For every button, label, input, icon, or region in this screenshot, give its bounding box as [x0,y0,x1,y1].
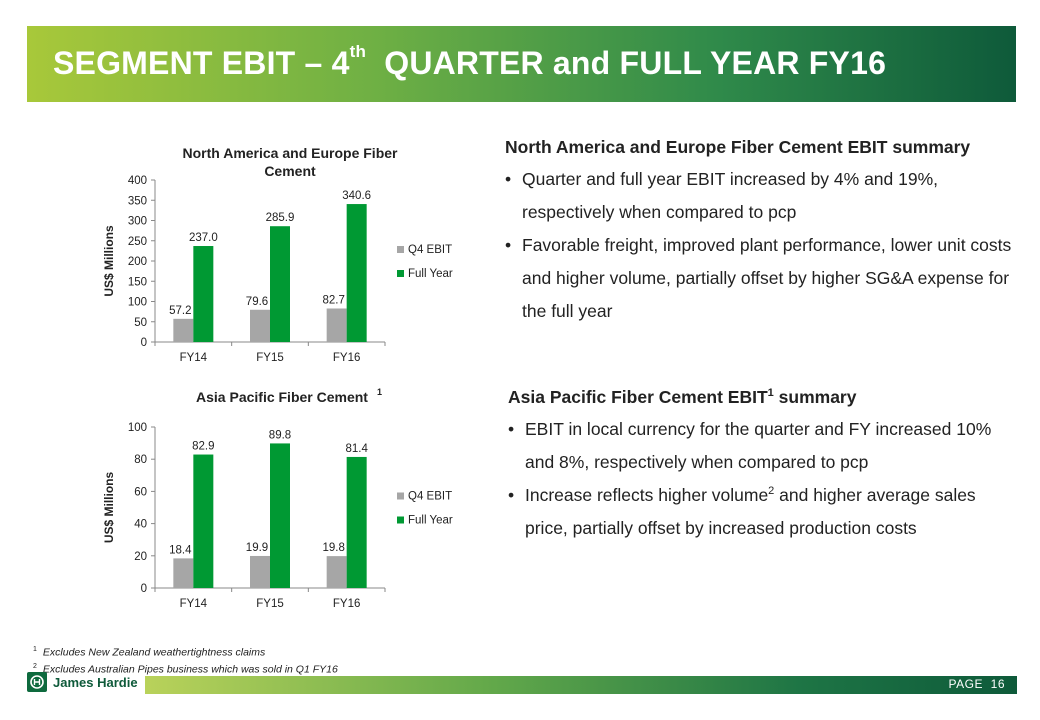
summary-asia-pacific-heading-tail: summary [773,387,857,407]
chart-na-y-tick-label: 50 [134,317,147,329]
chart-na-legend-swatch-q4 [397,246,404,253]
summary-asia-pacific-heading: Asia Pacific Fiber Cement EBIT1 summary [508,387,1008,408]
chart-ap-legend-label-q4: Q4 EBIT [408,491,452,503]
chart-na-data-label: 285.9 [266,212,295,224]
footnote-2-number: 2 [33,662,37,670]
slide-title-part-1: SEGMENT EBIT – 4 [53,45,350,81]
title-banner: SEGMENT EBIT – 4th QUARTER and FULL YEAR… [27,26,1016,102]
chart-ap-x-tick-label: FY14 [180,598,208,610]
chart-na-x-tick-label: FY15 [256,352,284,364]
chart-na-bar-q4 [250,309,270,342]
chart-na-data-label: 57.2 [169,305,191,317]
footnotes: 1 Excludes New Zealand weathertightness c… [33,643,338,676]
summary-north-america-bullet-1: Quarter and full year EBIT increased by … [505,163,1015,229]
logo-mark-icon [27,672,47,692]
summary-asia-pacific-list: EBIT in local currency for the quarter a… [508,413,1008,545]
chart-na-y-tick-label: 250 [128,236,147,248]
company-logo: James Hardie [27,672,138,692]
chart-na-y-tick-label: 300 [128,216,147,228]
chart-north-america-svg: North America and Europe Fiber Cement US$ … [102,145,453,364]
chart-ap-data-label: 82.9 [192,441,214,453]
chart-ap-y-tick-label: 100 [128,422,147,434]
chart-na-bar-full-year [270,226,290,342]
chart-na-x-tick-label: FY14 [180,352,208,364]
chart-ap-data-label: 89.8 [269,429,291,441]
chart-na-bar-q4 [326,308,347,342]
chart-ap-bar-full-year [193,454,214,588]
chart-na-y-tick-label: 0 [141,337,147,349]
logo-glyph-icon [30,675,44,689]
footnote-1-text: Excludes New Zealand weathertightness cl… [42,646,266,659]
summary-asia-pacific-bullet-2-text: Increase reflects higher volume [525,485,769,505]
summary-asia-pacific-heading-text: Asia Pacific Fiber Cement EBIT [508,387,768,407]
chart-ap-y-tick-label: 0 [141,583,147,595]
footnote-2: 2 Excludes Australian Pipes business whic… [33,660,338,677]
chart-ap-legend-label-full-year: Full Year [408,515,453,527]
chart-na-title-line-2: Cement [264,163,316,179]
summary-north-america-list: Quarter and full year EBIT increased by … [505,163,1015,328]
chart-ap-data-label: 18.4 [169,544,192,556]
chart-ap-y-tick-label: 40 [134,519,147,531]
summary-north-america-bullet-2: Favorable freight, improved plant perfor… [505,229,1015,328]
summary-north-america-heading: North America and Europe Fiber Cement EB… [505,137,971,157]
chart-na-x-tick-label: FY16 [333,352,361,364]
chart-na-legend-label-full-year: Full Year [408,268,453,280]
chart-ap-x-tick-label: FY15 [256,598,284,610]
chart-ap-y-tick-label: 20 [134,551,147,563]
chart-ap-y-tick-label: 80 [134,454,147,466]
chart-ap-bar-full-year [270,443,290,588]
chart-na-data-label: 340.6 [342,190,371,202]
chart-ap-data-label: 19.8 [322,542,344,554]
summary-asia-pacific: Asia Pacific Fiber Cement EBIT1 summary … [508,387,1008,545]
chart-na-legend-label-q4: Q4 EBIT [408,244,452,256]
chart-ap-data-label: 81.4 [345,443,368,455]
summary-asia-pacific-bullet-2: Increase reflects higher volume2 and hig… [508,479,1008,545]
chart-ap-bar-q4 [173,558,194,588]
logo-text: James Hardie [53,674,138,690]
summary-asia-pacific-bullet-1: EBIT in local currency for the quarter a… [508,413,1008,479]
page-number: PAGE 16 [948,677,1005,691]
chart-na-data-label: 82.7 [322,295,344,307]
chart-na-y-tick-label: 400 [128,175,147,187]
chart-na-bar-full-year [346,204,367,342]
chart-ap-bar-full-year [346,456,367,588]
chart-asia-pacific: Asia Pacific Fiber Cement 1 US$ Millions 0 2… [95,383,495,615]
chart-na-data-label: 79.6 [246,296,268,308]
chart-na-legend-swatch-full-year [397,270,404,277]
summary-asia-pacific-bullet-2-sup: 2 [768,485,775,498]
slide-title: SEGMENT EBIT – 4th QUARTER and FULL YEAR… [53,42,887,82]
chart-na-y-tick-label: 350 [128,195,147,207]
chart-north-america: North America and Europe Fiber Cement US$ … [95,140,495,370]
summary-north-america: North America and Europe Fiber Cement EB… [505,137,1015,328]
chart-asia-pacific-svg: Asia Pacific Fiber Cement 1 US$ Millions 0 2… [102,387,453,610]
slide-title-superscript: th [349,42,367,61]
chart-na-y-tick-label: 200 [128,256,147,268]
chart-ap-legend-swatch-full-year [397,516,404,524]
chart-na-y-tick-label: 100 [128,297,147,309]
footnote-2-text: Excludes Australian Pipes business which… [42,663,338,675]
footer-bar: PAGE 16 [145,676,1017,694]
chart-na-title-line-1: North America and Europe Fiber [183,145,399,161]
chart-ap-legend-swatch-q4 [397,492,404,500]
summary-asia-pacific-bullet-2-tail: and higher average sales price, partiall… [525,485,981,538]
chart-ap-title: Asia Pacific Fiber Cement [196,389,368,405]
footnote-1-number: 1 [33,646,37,653]
chart-na-bar-q4 [173,318,194,342]
slide-title-part-2: QUARTER and FULL YEAR FY16 [366,45,887,81]
footnote-1: 1 Excludes New Zealand weathertightness c… [33,643,338,660]
chart-na-y-axis-label: US$ Millions [102,225,116,297]
chart-ap-y-axis-label: US$ Millions [102,472,116,544]
chart-ap-bar-q4 [326,556,347,588]
chart-na-y-tick-label: 150 [128,276,147,288]
chart-ap-data-label: 19.9 [246,542,268,554]
summary-asia-pacific-heading-sup: 1 [767,387,774,399]
chart-ap-y-tick-label: 60 [134,486,147,498]
chart-ap-title-superscript: 1 [377,387,382,397]
chart-na-data-label: 237.0 [189,232,218,244]
chart-ap-bar-q4 [250,555,270,588]
chart-na-bar-full-year [193,246,214,342]
chart-ap-x-tick-label: FY16 [333,598,361,610]
